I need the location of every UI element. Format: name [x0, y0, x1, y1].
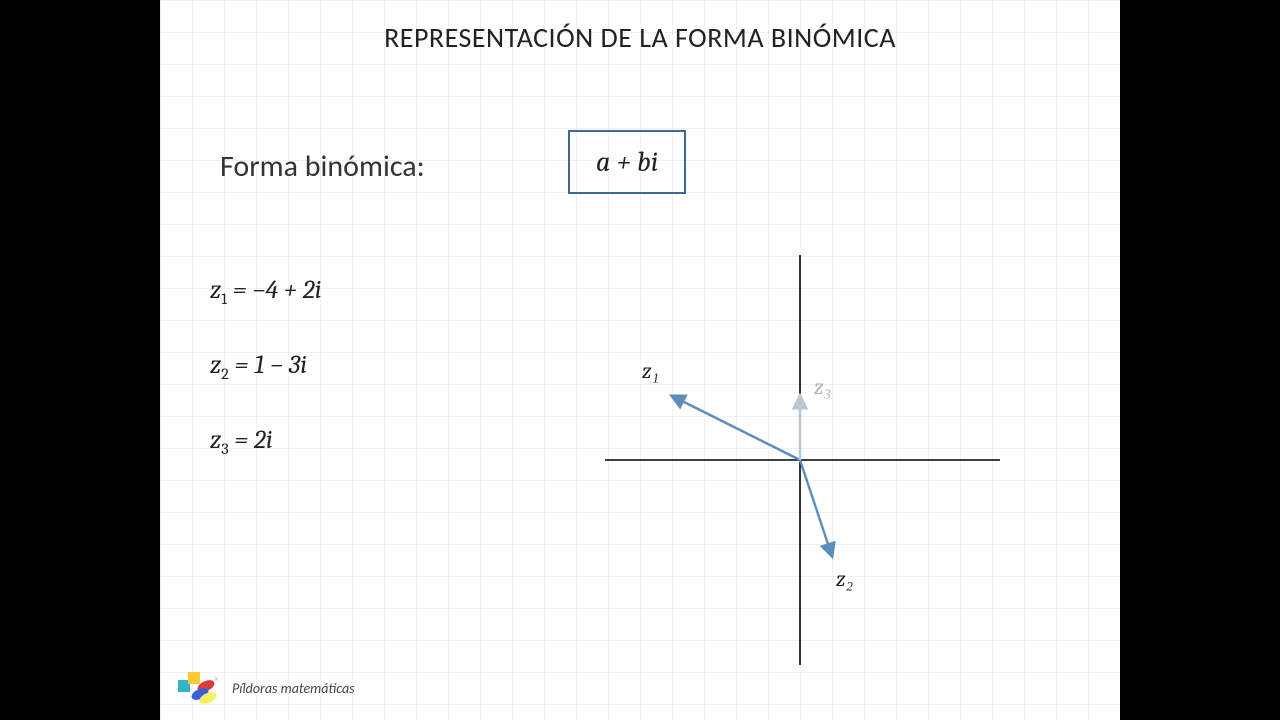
- letterbox-left: [0, 0, 160, 720]
- equations-list: z1 = −4 + 2i z2 = 1 − 3i z3 = 2i: [210, 275, 322, 501]
- equation-z1: z1 = −4 + 2i: [210, 275, 322, 308]
- formula-text: a + bi: [596, 146, 658, 178]
- svg-text:z₃: z₃: [814, 374, 831, 400]
- page-title: REPRESENTACIÓN DE LA FORMA BINÓMICA: [160, 20, 1120, 55]
- letterbox-right: [1120, 0, 1280, 720]
- subtitle-label: Forma binómica:: [220, 148, 425, 185]
- svg-text:z₁: z₁: [642, 358, 659, 384]
- branding: × Píldoras matemáticas: [178, 670, 355, 706]
- svg-text:z₂: z₂: [836, 566, 854, 592]
- slide-content: REPRESENTACIÓN DE LA FORMA BINÓMICA Form…: [160, 0, 1120, 720]
- formula-box: a + bi: [568, 130, 686, 194]
- equation-z3: z3 = 2i: [210, 425, 322, 458]
- logo-icon: ×: [178, 670, 224, 706]
- branding-text: Píldoras matemáticas: [232, 680, 355, 697]
- complex-plane-plot: z₁ z₂ z₃: [450, 255, 1000, 675]
- equation-z2: z2 = 1 − 3i: [210, 350, 322, 383]
- svg-text:×: ×: [214, 672, 219, 685]
